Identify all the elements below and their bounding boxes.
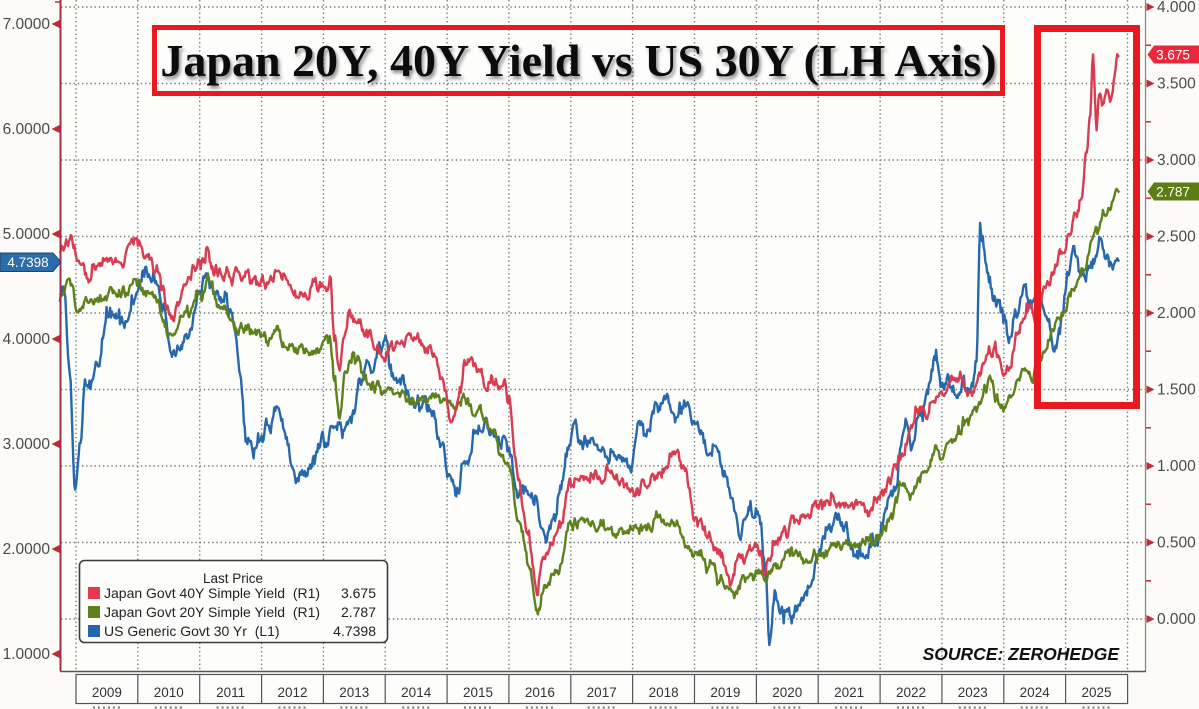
svg-text:2010: 2010 [154, 685, 184, 700]
svg-text:2011: 2011 [216, 685, 245, 700]
svg-text:2021: 2021 [834, 685, 864, 700]
svg-text:2012: 2012 [277, 685, 307, 700]
svg-text:4.000: 4.000 [1157, 0, 1196, 16]
svg-text:3.500: 3.500 [1157, 76, 1196, 93]
svg-text:2.000: 2.000 [1157, 305, 1196, 322]
svg-text:Japan Govt 40Y Simple Yield (: Japan Govt 40Y Simple Yield (R1) [104, 585, 320, 601]
svg-text:3.675: 3.675 [341, 585, 376, 601]
svg-text:US Generic Govt 30 Yr (L1): US Generic Govt 30 Yr (L1) [104, 623, 280, 639]
svg-text:Last Price: Last Price [203, 571, 263, 586]
svg-text:Japan Govt 20Y Simple Yield (: Japan Govt 20Y Simple Yield (R1) [104, 604, 320, 620]
svg-text:2.787: 2.787 [341, 604, 376, 620]
svg-text:0.000: 0.000 [1157, 611, 1196, 628]
svg-text:2023: 2023 [958, 685, 988, 700]
svg-text:2.0000: 2.0000 [3, 541, 51, 558]
svg-text:2015: 2015 [463, 685, 493, 700]
svg-text:2024: 2024 [1020, 685, 1051, 700]
svg-text:2019: 2019 [710, 685, 740, 700]
svg-text:2018: 2018 [649, 685, 679, 700]
svg-text:2020: 2020 [772, 685, 802, 700]
svg-text:4.7398: 4.7398 [7, 255, 48, 270]
svg-text:4.7398: 4.7398 [333, 623, 376, 639]
svg-text:7.0000: 7.0000 [3, 16, 51, 33]
svg-text:2016: 2016 [525, 685, 555, 700]
svg-text:2022: 2022 [896, 685, 926, 700]
svg-text:2025: 2025 [1081, 685, 1111, 700]
svg-text:4.0000: 4.0000 [3, 331, 51, 348]
svg-text:3.0000: 3.0000 [3, 436, 51, 453]
svg-text:2013: 2013 [339, 685, 369, 700]
svg-text:5.0000: 5.0000 [3, 226, 51, 243]
svg-text:1.500: 1.500 [1157, 382, 1196, 399]
svg-text:3.000: 3.000 [1157, 152, 1196, 169]
svg-text:2.787: 2.787 [1156, 185, 1190, 200]
svg-text:6.0000: 6.0000 [3, 121, 51, 138]
svg-text:2009: 2009 [92, 685, 122, 700]
svg-text:2017: 2017 [587, 685, 617, 700]
svg-text:1.000: 1.000 [1157, 458, 1196, 475]
svg-text:2014: 2014 [401, 685, 432, 700]
svg-text:SOURCE: ZEROHEDGE: SOURCE: ZEROHEDGE [923, 644, 1121, 664]
svg-text:0.500: 0.500 [1157, 535, 1196, 552]
svg-text:3.675: 3.675 [1156, 48, 1190, 63]
svg-text:2.500: 2.500 [1157, 229, 1196, 246]
svg-text:1.0000: 1.0000 [3, 646, 51, 663]
